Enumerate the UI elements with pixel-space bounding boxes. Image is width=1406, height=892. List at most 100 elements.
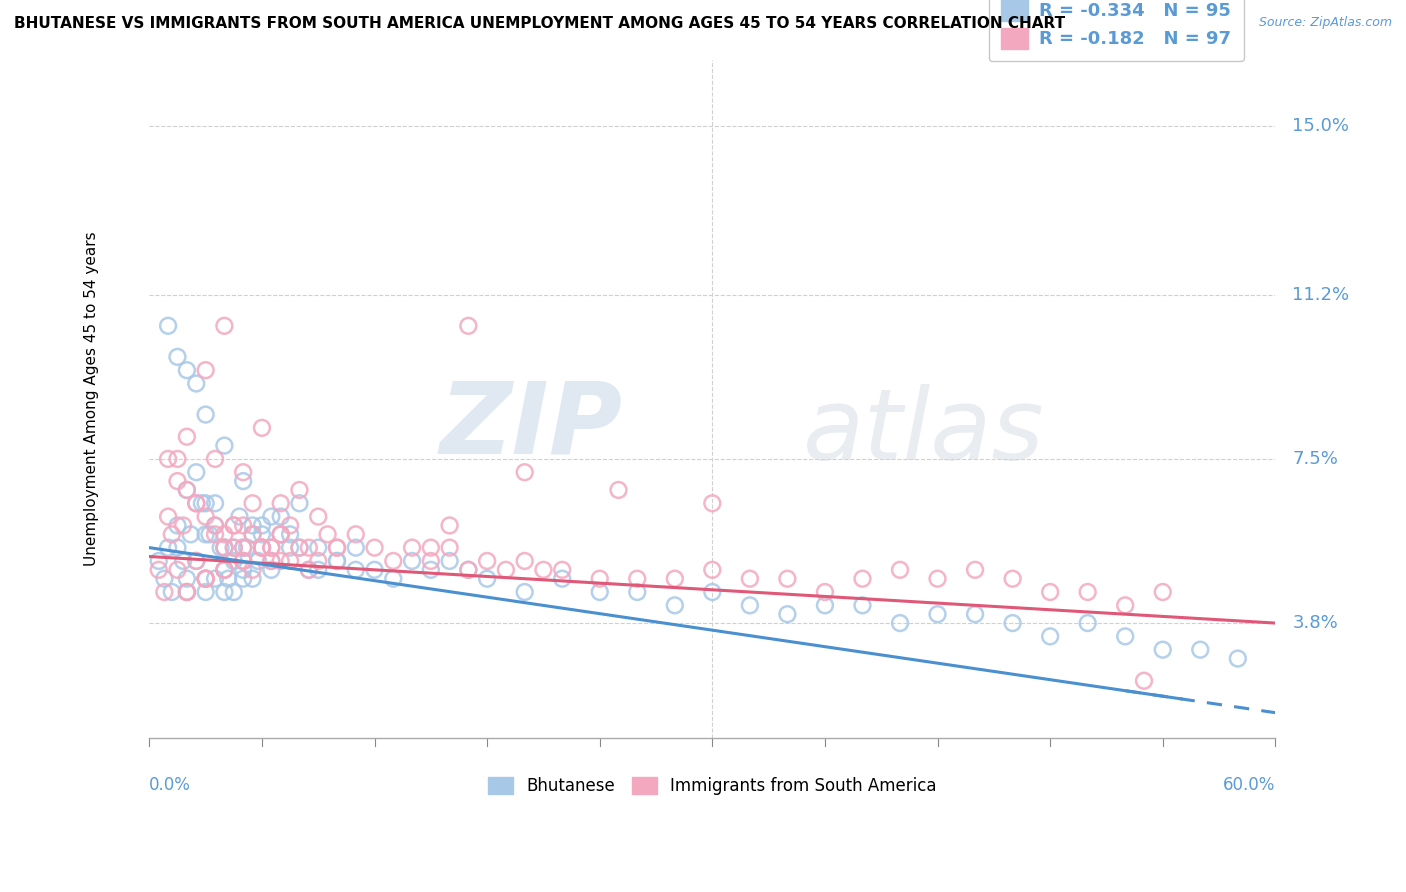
Point xyxy=(702,496,724,510)
Point xyxy=(232,554,254,568)
Point xyxy=(209,541,232,555)
Point xyxy=(232,572,254,586)
Point xyxy=(702,563,724,577)
Point xyxy=(214,527,236,541)
Point xyxy=(160,585,183,599)
Point xyxy=(1077,585,1099,599)
Point xyxy=(222,541,245,555)
Point xyxy=(344,563,367,577)
Point xyxy=(814,585,837,599)
Point xyxy=(217,572,239,586)
Point xyxy=(307,563,329,577)
Point xyxy=(166,451,188,466)
Point xyxy=(194,572,217,586)
Point xyxy=(1114,629,1136,643)
Point xyxy=(589,572,612,586)
Point xyxy=(148,554,170,568)
Text: atlas: atlas xyxy=(803,384,1045,482)
Point xyxy=(232,541,254,555)
Point xyxy=(270,527,292,541)
Point xyxy=(626,572,648,586)
Point xyxy=(551,563,574,577)
Point xyxy=(513,554,536,568)
Point xyxy=(278,527,301,541)
Point xyxy=(232,554,254,568)
Point xyxy=(260,541,283,555)
Point xyxy=(157,509,180,524)
Point xyxy=(1133,673,1156,688)
Point xyxy=(222,585,245,599)
Text: Unemployment Among Ages 45 to 54 years: Unemployment Among Ages 45 to 54 years xyxy=(84,232,98,566)
Point xyxy=(214,563,236,577)
Point xyxy=(363,541,385,555)
Point xyxy=(270,496,292,510)
Point xyxy=(232,518,254,533)
Point xyxy=(194,527,217,541)
Point xyxy=(776,572,799,586)
Point xyxy=(250,421,273,435)
Point xyxy=(439,554,461,568)
Point xyxy=(194,496,217,510)
Point xyxy=(176,483,198,497)
Point xyxy=(242,527,264,541)
Point xyxy=(344,527,367,541)
Point xyxy=(232,474,254,488)
Point xyxy=(242,563,264,577)
Point xyxy=(194,585,217,599)
Point xyxy=(664,572,686,586)
Text: 60.0%: 60.0% xyxy=(1223,776,1275,794)
Point xyxy=(194,408,217,422)
Point xyxy=(166,563,188,577)
Point xyxy=(495,563,517,577)
Point xyxy=(927,607,949,622)
Point xyxy=(172,554,194,568)
Point xyxy=(250,541,273,555)
Point xyxy=(965,607,987,622)
Point xyxy=(738,572,761,586)
Point xyxy=(250,527,273,541)
Point xyxy=(157,451,180,466)
Point xyxy=(1189,642,1212,657)
Point xyxy=(260,554,283,568)
Text: ZIP: ZIP xyxy=(439,377,623,475)
Point xyxy=(198,527,221,541)
Point xyxy=(232,554,254,568)
Point xyxy=(513,585,536,599)
Text: 11.2%: 11.2% xyxy=(1292,285,1350,304)
Point xyxy=(222,554,245,568)
Point xyxy=(260,554,283,568)
Point xyxy=(166,474,188,488)
Point xyxy=(186,496,208,510)
Point xyxy=(176,572,198,586)
Point xyxy=(222,518,245,533)
Point xyxy=(965,563,987,577)
Point xyxy=(278,554,301,568)
Point xyxy=(626,585,648,599)
Point xyxy=(186,496,208,510)
Point xyxy=(214,541,236,555)
Point xyxy=(1152,642,1174,657)
Point xyxy=(260,509,283,524)
Point xyxy=(166,350,188,364)
Point xyxy=(247,554,270,568)
Point xyxy=(1039,629,1062,643)
Point xyxy=(419,563,441,577)
Point xyxy=(228,509,250,524)
Text: 3.8%: 3.8% xyxy=(1292,614,1339,632)
Legend: Bhutanese, Immigrants from South America: Bhutanese, Immigrants from South America xyxy=(478,766,946,805)
Point xyxy=(307,554,329,568)
Point xyxy=(214,563,236,577)
Point xyxy=(214,585,236,599)
Point xyxy=(344,541,367,555)
Point xyxy=(288,483,311,497)
Point xyxy=(307,541,329,555)
Point xyxy=(194,509,217,524)
Point xyxy=(204,496,226,510)
Point xyxy=(1001,616,1024,631)
Point xyxy=(194,572,217,586)
Point xyxy=(278,541,301,555)
Point xyxy=(702,585,724,599)
Text: 0.0%: 0.0% xyxy=(149,776,191,794)
Point xyxy=(551,572,574,586)
Point xyxy=(214,541,236,555)
